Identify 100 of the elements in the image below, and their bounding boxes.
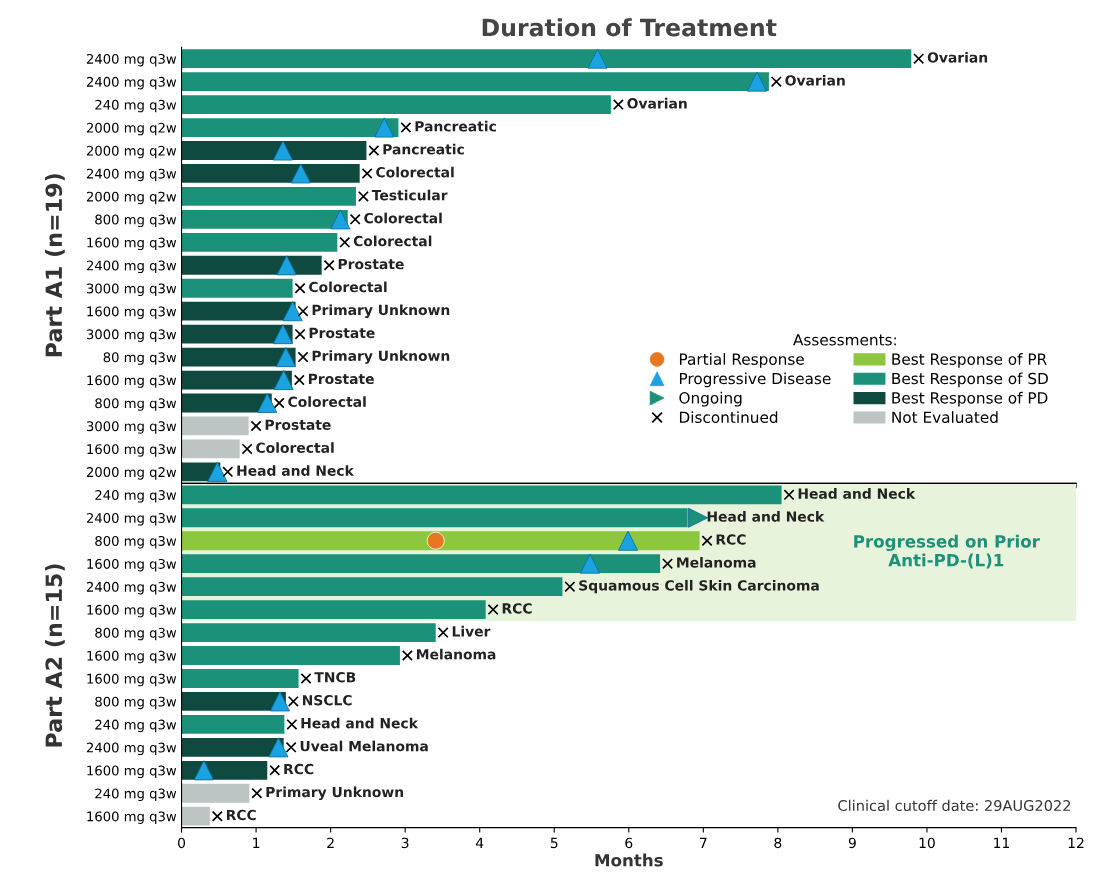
bar: [181, 806, 210, 826]
data-label: Colorectal: [353, 235, 432, 247]
x-tick-label: 4: [475, 837, 484, 848]
y-axis-title: Part A1 (n=19): [45, 174, 65, 357]
bar: [181, 531, 700, 551]
data-label: Head and Neck: [237, 465, 355, 476]
chart-title: Duration of Treatment: [482, 18, 777, 37]
data-label: Prostate: [265, 419, 331, 430]
y-tick-label: 1600 mg q3w: [87, 558, 177, 572]
point: [701, 535, 713, 547]
point: [368, 145, 380, 156]
point: [349, 213, 361, 225]
bar: [181, 714, 285, 734]
x-tick-label: 11: [994, 837, 1010, 848]
point: [357, 190, 369, 202]
x-tick-label: 1: [253, 837, 260, 848]
point: [287, 695, 299, 707]
y-tick-label: 2000 mg q2w: [86, 191, 177, 205]
bar: [181, 554, 661, 574]
data-label: Ovarian: [785, 74, 845, 86]
x-tick-label: 7: [700, 837, 707, 848]
x-tick-label: 8: [774, 837, 782, 849]
bar: [181, 209, 348, 229]
data-label: Colorectal: [256, 442, 334, 453]
bar: [181, 623, 436, 642]
bar: [181, 324, 293, 344]
point: [487, 604, 499, 616]
annotation: Clinical cutoff date: 29AUG2022: [838, 799, 1071, 812]
legend-label: Best Response of PD: [892, 391, 1048, 407]
y-tick-label: 1600 mg q3w: [87, 673, 177, 687]
legend-label: Best Response of SD: [892, 372, 1048, 388]
point: [437, 627, 449, 639]
y-tick-label: 3000 mg q3w: [86, 329, 177, 342]
y-tick-label: 2000 mg q2w: [86, 145, 177, 159]
legend-label: Ongoing: [679, 391, 742, 407]
point: [400, 122, 412, 134]
data-label: RCC: [284, 763, 314, 775]
point: [211, 810, 223, 822]
y-tick-label: 1600 mg q3w: [87, 306, 177, 319]
data-label: Head and Neck: [798, 488, 916, 499]
y-tick-label: 2400 mg q3w: [86, 513, 177, 526]
x-tick-label: 5: [550, 837, 558, 849]
y-tick-label: 800 mg q3w: [95, 535, 177, 549]
data-label: RCC: [502, 603, 532, 614]
point: [251, 787, 263, 799]
legend-label: Discontinued: [679, 411, 778, 424]
y-tick-label: 3000 mg q3w: [86, 421, 177, 434]
legend-label: Best Response of PR: [892, 353, 1047, 368]
data-label: Colorectal: [309, 281, 387, 293]
point: [401, 650, 413, 662]
y-axis-title: Part A2 (n=15): [45, 564, 65, 747]
x-tick-label: 12: [1068, 837, 1084, 848]
bar: [181, 164, 360, 183]
data-label: Ovarian: [627, 97, 687, 109]
point: [770, 76, 782, 88]
legend-label: Not Evaluated: [892, 411, 998, 424]
bar: [181, 72, 769, 92]
point: [273, 397, 285, 409]
data-label: NSCLC: [302, 694, 352, 706]
data-label: Head and Neck: [707, 511, 825, 522]
point: [294, 328, 306, 340]
point: [300, 672, 312, 684]
point: [662, 558, 674, 570]
bar: [181, 783, 250, 803]
y-tick-label: 1600 mg q3w: [87, 811, 177, 824]
legend-title: Assessments:: [793, 334, 896, 346]
y-tick-label: 2400 mg q3w: [86, 260, 177, 274]
y-tick-label: 800 mg q3w: [95, 627, 177, 641]
point: [361, 167, 373, 179]
bar: [181, 301, 296, 321]
point: [297, 351, 309, 363]
data-label: RCC: [716, 534, 746, 545]
data-label: Ovarian: [927, 51, 988, 63]
data-label: Prostate: [309, 327, 375, 339]
data-label: Prostate: [308, 373, 374, 385]
point: [913, 53, 925, 65]
y-tick-label: 1600 mg q3w: [87, 444, 177, 457]
data-label: Liver: [452, 625, 491, 637]
y-tick-label: 800 mg q3w: [95, 214, 177, 228]
x-tick-label: 2: [327, 837, 334, 848]
bar: [181, 278, 293, 298]
bar: [181, 646, 400, 665]
y-tick-label: 240 mg q3w: [95, 788, 177, 801]
y-tick-label: 2000 mg q2w: [86, 122, 177, 136]
y-tick-label: 1600 mg q3w: [87, 650, 177, 664]
bar: [181, 255, 322, 275]
data-label: RCC: [226, 809, 256, 821]
bar: [181, 347, 296, 367]
bar: [181, 485, 782, 505]
data-label: Uveal Melanoma: [300, 740, 428, 752]
data-label: Pancreatic: [415, 120, 496, 132]
data-label: Colorectal: [364, 212, 442, 224]
point: [783, 489, 795, 501]
x-tick-label: 10: [919, 837, 935, 849]
point: [285, 741, 297, 753]
x-tick-label: 9: [848, 837, 856, 849]
bar: [181, 186, 356, 206]
y-tick-label: 2400 mg q3w: [86, 168, 177, 182]
bar: [181, 669, 299, 688]
y-tick-label: 800 mg q3w: [95, 398, 177, 411]
